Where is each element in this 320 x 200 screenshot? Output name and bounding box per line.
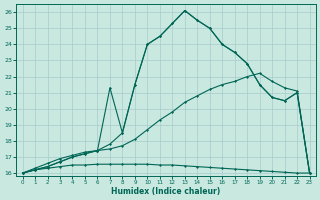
X-axis label: Humidex (Indice chaleur): Humidex (Indice chaleur) xyxy=(111,187,221,196)
